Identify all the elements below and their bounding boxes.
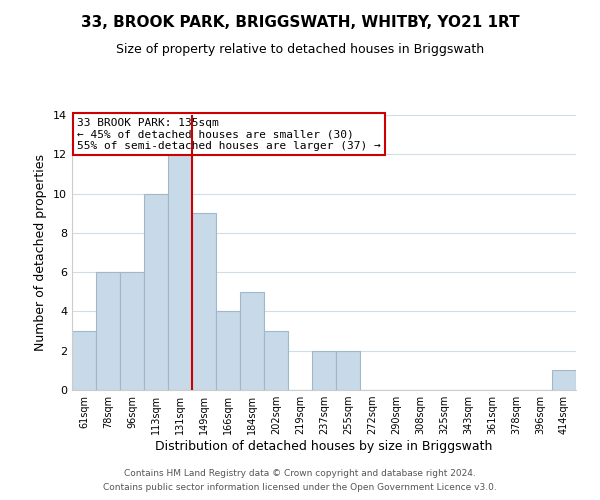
Bar [96, 272, 120, 390]
Text: Contains HM Land Registry data © Crown copyright and database right 2024.: Contains HM Land Registry data © Crown c… [124, 468, 476, 477]
Bar [168, 154, 192, 390]
Text: Size of property relative to detached houses in Briggswath: Size of property relative to detached ho… [116, 42, 484, 56]
Bar [120, 272, 144, 390]
Bar [336, 350, 360, 390]
Bar [312, 350, 336, 390]
Text: Contains public sector information licensed under the Open Government Licence v3: Contains public sector information licen… [103, 484, 497, 492]
Bar [552, 370, 576, 390]
X-axis label: Distribution of detached houses by size in Briggswath: Distribution of detached houses by size … [155, 440, 493, 453]
Bar [216, 312, 240, 390]
Bar [72, 331, 96, 390]
Text: 33, BROOK PARK, BRIGGSWATH, WHITBY, YO21 1RT: 33, BROOK PARK, BRIGGSWATH, WHITBY, YO21… [80, 15, 520, 30]
Bar [240, 292, 264, 390]
Y-axis label: Number of detached properties: Number of detached properties [34, 154, 47, 351]
Text: 33 BROOK PARK: 135sqm
← 45% of detached houses are smaller (30)
55% of semi-deta: 33 BROOK PARK: 135sqm ← 45% of detached … [77, 118, 381, 151]
Bar [144, 194, 168, 390]
Bar [192, 213, 216, 390]
Bar [264, 331, 288, 390]
